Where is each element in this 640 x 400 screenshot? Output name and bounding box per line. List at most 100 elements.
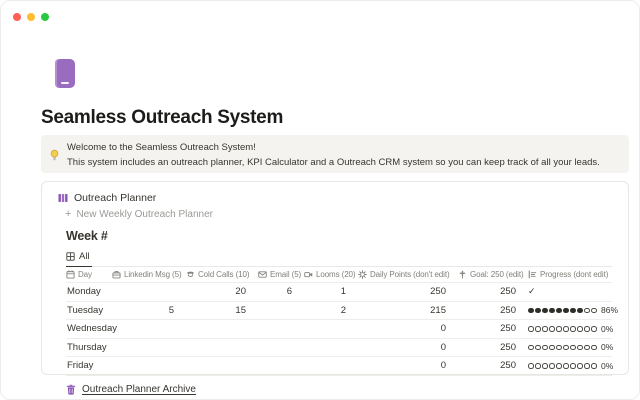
progress-dot-empty <box>563 363 569 369</box>
close-button[interactable] <box>13 13 21 21</box>
progress-dot-empty <box>549 363 555 369</box>
cell-linkedin_msg[interactable]: 5 <box>168 304 174 316</box>
cell-day[interactable]: Monday <box>67 286 101 298</box>
progress-dot-empty <box>563 344 569 350</box>
cell-day[interactable]: Friday <box>67 360 94 372</box>
cell-email[interactable]: 6 <box>286 286 292 298</box>
tab-all[interactable]: All <box>66 249 92 267</box>
progress-dot-filled <box>528 307 534 313</box>
table-row[interactable]: Wednesday 0 250 0% <box>66 320 613 339</box>
progress-dot-empty <box>542 344 548 350</box>
bar-chart-icon <box>58 193 68 203</box>
table-row[interactable]: Monday 20 6 1 250 250 ✓ <box>66 283 612 302</box>
progress-dot-empty <box>549 344 555 350</box>
cell-day[interactable]: Tuesday <box>67 304 104 316</box>
cell-daily_points[interactable]: 215 <box>430 304 446 316</box>
progress-chart-icon <box>528 270 537 279</box>
page-journal-icon[interactable] <box>55 59 75 88</box>
cell-daily_points[interactable]: 0 <box>440 360 446 372</box>
cell-daily_points[interactable]: 250 <box>430 286 446 298</box>
video-camera-icon <box>304 270 313 279</box>
cell-looms[interactable]: 2 <box>340 304 346 316</box>
cell-goal[interactable]: 250 <box>500 286 516 298</box>
table-row[interactable]: Tuesday 5 15 2 215 250 86% <box>66 302 618 320</box>
progress-dot-filled <box>549 307 555 313</box>
cell-daily_points[interactable]: 0 <box>440 323 446 335</box>
column-header-looms[interactable]: Looms (20) <box>304 270 358 279</box>
week-heading[interactable]: Week # <box>66 229 108 243</box>
minimize-button[interactable] <box>27 13 35 21</box>
progress-dot-empty <box>577 344 583 350</box>
new-weekly-planner-button[interactable]: + New Weekly Outreach Planner <box>65 207 612 222</box>
new-weekly-planner-label: New Weekly Outreach Planner <box>76 209 213 220</box>
archive-link[interactable]: Outreach Planner Archive <box>66 384 612 395</box>
database-title-row[interactable]: Outreach Planner <box>58 191 612 205</box>
progress-dot-empty <box>549 326 555 332</box>
briefcase-icon <box>112 270 121 279</box>
progress-dot-empty <box>563 326 569 332</box>
column-header-label: Progress (dont edit) <box>540 270 609 279</box>
progress-dot-empty <box>535 326 541 332</box>
progress-dot-empty <box>535 363 541 369</box>
cell-day[interactable]: Wednesday <box>67 323 117 335</box>
cell-daily_points[interactable]: 0 <box>440 341 446 353</box>
tab-all-label: All <box>79 251 90 262</box>
cell-looms[interactable]: 1 <box>340 286 346 298</box>
table-body: Monday 20 6 1 250 250 ✓ Tuesday 5 15 2 215 250 86% Wed… <box>58 283 618 376</box>
callout-line1: Welcome to the Seamless Outreach System! <box>67 142 256 153</box>
table-row[interactable]: Friday 0 250 0% <box>66 357 613 376</box>
archive-link-label: Outreach Planner Archive <box>82 383 196 395</box>
expand-button[interactable] <box>41 13 49 21</box>
column-header-day[interactable]: Day <box>66 270 112 279</box>
progress-dot-empty <box>591 344 597 350</box>
cell-progress: 0% <box>528 361 613 371</box>
progress-dot-filled <box>542 307 548 313</box>
column-header-label: Goal: 250 (edit) <box>470 270 524 279</box>
progress-dot-empty <box>570 326 576 332</box>
table-header-row: Day Linkedin Msg (5) Cold Calls (10) Email … <box>66 267 612 283</box>
table-row[interactable]: Thursday 0 250 0% <box>66 339 613 357</box>
progress-dot-empty <box>577 326 583 332</box>
progress-dot-empty <box>584 363 590 369</box>
cell-day[interactable]: Thursday <box>67 341 107 353</box>
cell-goal[interactable]: 250 <box>500 323 516 335</box>
cell-cold_calls[interactable]: 15 <box>235 304 246 316</box>
column-header-email[interactable]: Email (5) <box>258 270 304 279</box>
table-icon <box>66 252 75 261</box>
progress-dot-empty <box>584 307 590 313</box>
column-header-label: Day <box>78 270 92 279</box>
progress-percent: 86% <box>601 305 619 316</box>
progress-dot-empty <box>591 307 597 313</box>
progress-dot-filled <box>563 307 569 313</box>
cell-goal[interactable]: 250 <box>500 360 516 372</box>
column-header-label: Cold Calls (10) <box>198 270 250 279</box>
trash-icon <box>66 384 76 395</box>
progress-dot-filled <box>535 307 541 313</box>
progress-dot-empty <box>570 344 576 350</box>
progress-percent: 0% <box>601 360 614 371</box>
database-title: Outreach Planner <box>74 192 157 204</box>
calendar-icon <box>66 270 75 279</box>
progress-dot-empty <box>556 344 562 350</box>
progress-dot-empty <box>556 326 562 332</box>
progress-dot-empty <box>528 344 534 350</box>
plus-icon: + <box>65 208 72 220</box>
envelope-icon <box>258 270 267 279</box>
column-header-cold_calls[interactable]: Cold Calls (10) <box>186 270 258 279</box>
progress-dot-filled <box>556 307 562 313</box>
column-header-daily_points[interactable]: Daily Points (don't edit) <box>358 270 458 279</box>
column-header-goal[interactable]: Goal: 250 (edit) <box>458 270 528 279</box>
progress-dot-empty <box>542 326 548 332</box>
cell-cold_calls[interactable]: 20 <box>235 286 246 298</box>
progress-dot-empty <box>542 363 548 369</box>
cell-progress: 0% <box>528 324 613 334</box>
column-header-linkedin_msg[interactable]: Linkedin Msg (5) <box>112 270 186 279</box>
cell-goal[interactable]: 250 <box>500 341 516 353</box>
cell-goal[interactable]: 250 <box>500 304 516 316</box>
column-header-progress[interactable]: Progress (dont edit) <box>528 270 612 279</box>
progress-percent: 0% <box>601 323 614 334</box>
progress-dot-empty <box>535 344 541 350</box>
outreach-planner-card: Outreach Planner + New Weekly Outreach P… <box>41 181 629 395</box>
goal-icon <box>458 270 467 279</box>
